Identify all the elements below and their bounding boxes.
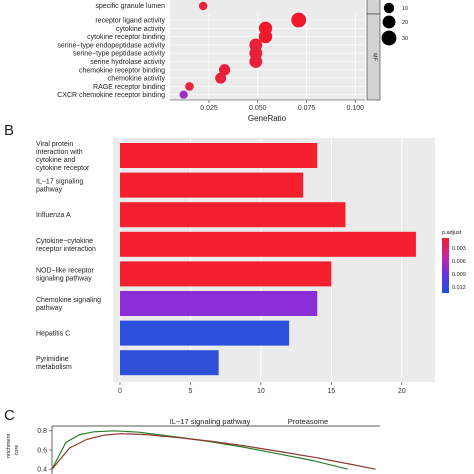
panel-a-x-tick-label: 0.025 [200,105,218,112]
panel-b-legend-colorbar [442,238,449,293]
panel-b-bar [120,143,318,168]
panel-b-category-label: Cytokine−cytokine receptor interaction [36,238,96,253]
panel-b-legend-labels: 0.003 0.006 0.009 0.012 [452,246,466,291]
panel-b-x-ticks: 0 5 10 15 20 [118,382,406,395]
panel-a-points [179,12,307,99]
panel-b-category-label: Hepatitis C [36,331,70,338]
panel-a-category-label: cytokine activity [116,26,166,33]
panel-a-top-facet-strip [366,0,381,15]
panel-a-category-label: receptor ligand activity [95,18,165,25]
panel-b-bar [120,350,219,376]
panel-b-legend-label: 0.006 [452,259,466,265]
panel-a-facet-label: MF [372,53,378,62]
panel-b-x-tick-label: 5 [189,388,193,395]
panel-a-point [249,55,263,68]
panel-c-y-tick-label: 0.8 [37,428,47,435]
panel-a-x-ticks: 0.025 0.050 0.075 0.100 [170,99,365,112]
panel-a-point [185,82,194,91]
panel-b-category-label: IL−17 signaling pathway [36,179,83,194]
panel-c-ylabel-fragment-1: nrichment [6,433,12,458]
panel-b-letter: B [4,122,14,139]
panel-c-ylabel-fragment-2: core [14,445,20,456]
panel-b-category-labels: Viral protein interaction with cytokine an… [36,141,101,371]
panel-a-partial-point [198,1,208,11]
panel-c-y-tick-label: 0.4 [37,467,47,474]
panel-a-x-tick-label: 0.075 [298,105,316,112]
panel-a-size-legend-dot [381,30,397,46]
panel-a-top-facet-background [170,0,365,14]
panel-b-bar [120,261,332,287]
panel-c-series [51,430,376,470]
panel-a-category-label: CXCR chemokine receptor binding [57,92,165,99]
panel-b-bars [120,143,416,376]
panel-a-dotplot: specific granule lumen MF receptor ligan… [57,0,408,123]
panel-b-bar [120,172,304,198]
panel-a-x-axis-title: GeneRatio [248,114,287,123]
panel-a-category-label: chemokine activity [108,76,166,83]
panel-b-x-tick-label: 15 [327,388,335,395]
panel-a-category-label: RAGE receptor binding [93,84,165,91]
panel-a-size-legend: 10 20 30 [381,2,408,46]
panel-b-legend-label: 0.009 [452,272,466,278]
panel-c-title-il17: IL−17 signaling pathway [170,417,251,426]
panel-a-category-label: cytokine receptor binding [87,34,165,41]
panel-a-size-legend-label: 20 [402,20,408,26]
panel-c-title-proteasome: Proteasome [288,417,328,426]
panel-b-category-label: NOD−like receptor signaling pathway [36,267,94,282]
panel-a-size-legend-dot [383,2,395,14]
panel-a-x-tick-label: 0.050 [249,105,267,112]
panel-b-legend-title: p.adjust [442,230,462,236]
panel-b-x-tick-label: 20 [398,388,406,395]
panel-b-bar [120,291,318,316]
panel-a-category-label: serine−type peptidase activity [73,51,166,58]
panel-a-mf-facet-strip [366,13,381,101]
panel-b-x-tick-label: 0 [118,388,122,395]
panel-a-size-legend-label: 30 [402,36,408,42]
panel-c-series-line-1 [51,433,376,470]
panel-c-y-ticks: 0.8 0.6 0.4 [37,428,52,474]
panel-b-x-tick-label: 10 [257,388,265,395]
panel-a-category-label: serine−type endopeptidase activity [57,42,165,49]
panel-b-barchart: B Viral protein interaction with cytokine … [4,122,466,395]
panel-c-series-line-0 [51,430,348,470]
panel-a-partial-category-label: specific granule lumen [95,3,165,10]
panel-a-category-label: chemokine receptor binding [79,67,165,74]
panel-a-point [179,90,188,99]
panel-a-point [218,64,231,76]
panel-c-letter: C [4,407,15,424]
panel-b-bar [120,320,290,346]
panel-a-x-tick-label: 0.100 [346,105,364,112]
panel-b-category-label: Viral protein interaction with cytokine an… [36,141,90,172]
panel-b-category-label: Influenza A [36,212,71,219]
panel-a-point [215,72,227,84]
panel-c-enrichment: C IL−17 signaling pathway Proteasome nri… [4,407,380,474]
panel-a-point [258,29,273,44]
panel-c-y-tick-label: 0.6 [37,447,47,454]
panel-b-bar [120,231,416,257]
panel-b-legend-label: 0.012 [452,285,466,291]
panel-a-point [291,12,307,28]
panel-b-category-label: Pyrimidine metabolism [36,356,72,371]
panel-b-category-label: Chemokine signaling pathway [36,297,101,312]
panel-b-bar [120,202,346,228]
panel-a-category-label: serine hydrolase activity [90,59,165,66]
panel-a-size-legend-dot [382,15,396,29]
panel-b-color-legend: p.adjust 0.003 0.006 0.009 0.012 [442,230,466,293]
panel-a-size-legend-label: 10 [402,6,408,12]
panel-b-legend-label: 0.003 [452,246,466,252]
